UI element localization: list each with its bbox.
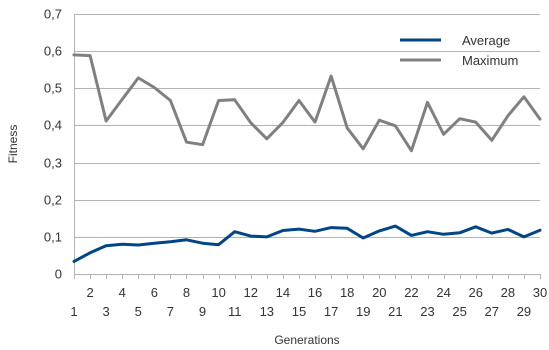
- tick-labels: 00,10,20,30,40,50,60,7123456789101112131…: [44, 7, 547, 320]
- y-tick-label: 0,4: [44, 118, 62, 133]
- x-tick-label: 12: [244, 285, 258, 300]
- y-tick-label: 0,6: [44, 44, 62, 59]
- x-tick-label: 10: [211, 285, 225, 300]
- x-tick-label: 29: [517, 304, 531, 319]
- x-tick-label: 21: [388, 304, 402, 319]
- legend-label-average: Average: [462, 33, 510, 48]
- x-tick-label: 16: [308, 285, 322, 300]
- x-tick-label: 6: [151, 285, 158, 300]
- y-tick-label: 0,7: [44, 7, 62, 22]
- x-tick-label: 25: [452, 304, 466, 319]
- y-tick-label: 0,3: [44, 156, 62, 171]
- legend: Average Maximum: [400, 33, 518, 68]
- x-tick-label: 15: [292, 304, 306, 319]
- series-lines: [72, 53, 542, 263]
- x-tick-label: 20: [372, 285, 386, 300]
- x-tick-label: 24: [436, 285, 450, 300]
- x-tick-label: 28: [501, 285, 515, 300]
- x-tick-label: 13: [260, 304, 274, 319]
- y-axis-title: Fitness: [6, 125, 20, 164]
- x-tick-label: 19: [356, 304, 370, 319]
- x-tick-label: 17: [324, 304, 338, 319]
- x-tick-label: 2: [86, 285, 93, 300]
- x-tick-label: 1: [70, 304, 77, 319]
- x-tick-label: 7: [167, 304, 174, 319]
- x-tick-label: 22: [404, 285, 418, 300]
- legend-label-maximum: Maximum: [462, 53, 518, 68]
- x-tick-label: 26: [468, 285, 482, 300]
- series-line-average: [72, 224, 542, 263]
- y-tick-label: 0: [55, 267, 62, 282]
- gridlines: [74, 14, 540, 238]
- x-tick-label: 4: [119, 285, 126, 300]
- x-tick-label: 9: [199, 304, 206, 319]
- y-tick-label: 0,5: [44, 81, 62, 96]
- axes: [74, 14, 541, 279]
- y-tick-label: 0,1: [44, 230, 62, 245]
- x-tick-label: 18: [340, 285, 354, 300]
- x-tick-label: 5: [135, 304, 142, 319]
- series-line-maximum: [72, 53, 542, 153]
- x-tick-label: 27: [485, 304, 499, 319]
- x-tick-label: 8: [183, 285, 190, 300]
- x-axis-title: Generations: [274, 333, 339, 347]
- y-tick-label: 0,2: [44, 193, 62, 208]
- x-tick-label: 11: [228, 304, 242, 319]
- x-tick-label: 3: [103, 304, 110, 319]
- x-tick-label: 30: [533, 285, 547, 300]
- x-tick-label: 14: [276, 285, 290, 300]
- x-tick-label: 23: [420, 304, 434, 319]
